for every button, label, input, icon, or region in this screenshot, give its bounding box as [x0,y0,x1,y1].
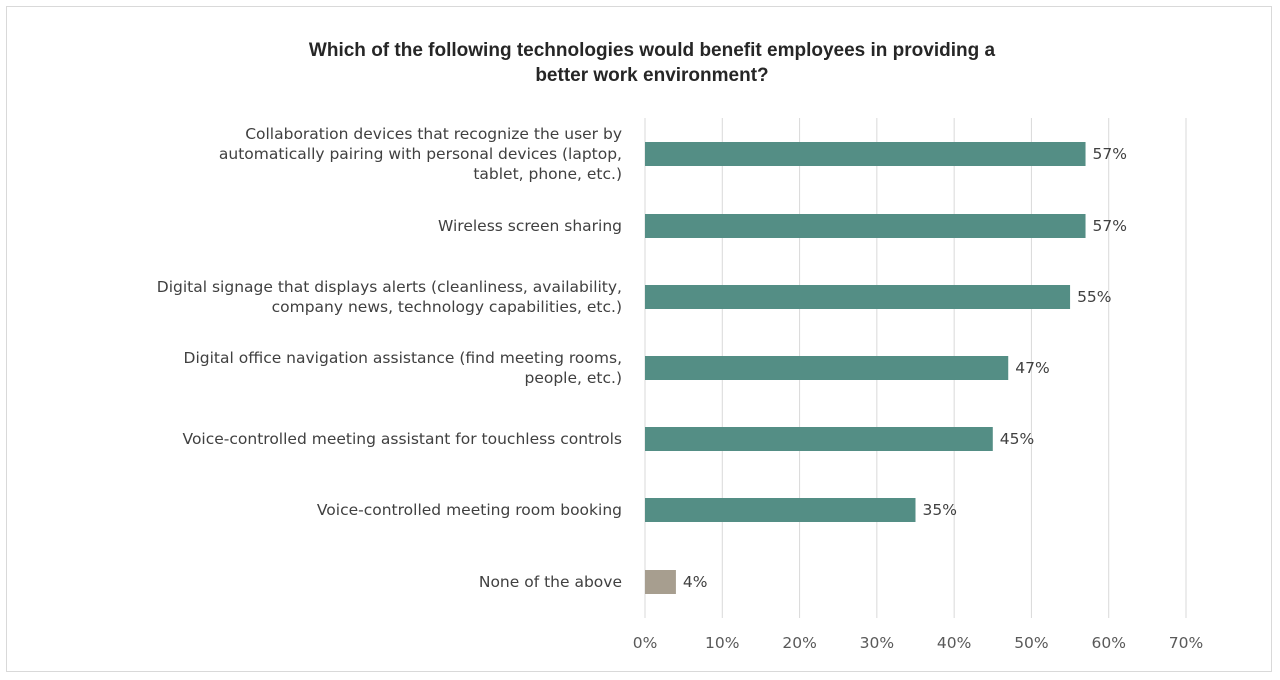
data-labels: 57% 57% 55% 47% 45% 35% 4% [683,145,1127,591]
category-label: Voice-controlled meeting room booking [317,501,622,519]
bar [645,498,916,522]
bar [645,214,1086,238]
chart-title-line-1: Which of the following technologies woul… [308,40,996,61]
x-tick-label: 20% [782,634,816,652]
data-label: 35% [923,501,957,519]
bar [645,285,1071,309]
x-axis-tick-labels: 0% 10% 20% 30% 40% 50% 60% 70% [633,634,1204,652]
x-tick-label: 30% [860,634,894,652]
x-tick-label: 0% [633,634,658,652]
x-tick-label: 60% [1091,634,1125,652]
category-label: Collaboration devices that recognize the… [219,125,622,183]
chart-title: Which of the following technologies woul… [0,38,1280,88]
data-label: 4% [683,573,708,591]
category-label: Digital office navigation assistance (fi… [184,349,622,387]
bar [645,356,1009,380]
data-label: 45% [1000,430,1034,448]
bar [645,142,1086,166]
data-label: 57% [1093,145,1127,163]
category-label: Digital signage that displays alerts (cl… [157,278,622,316]
category-label: None of the above [479,573,622,591]
x-tick-label: 50% [1014,634,1048,652]
x-tick-label: 10% [705,634,739,652]
bar [645,570,676,594]
data-label: 47% [1015,359,1049,377]
category-labels: Collaboration devices that recognize the… [157,125,622,591]
category-label: Voice-controlled meeting assistant for t… [183,430,622,448]
x-tick-label: 70% [1169,634,1203,652]
x-tick-label: 40% [937,634,971,652]
bars [645,142,1086,594]
data-label: 55% [1077,288,1111,306]
category-label: Wireless screen sharing [438,217,622,235]
chart-title-line-2: better work environment? [535,65,769,86]
data-label: 57% [1093,217,1127,235]
bar [645,427,993,451]
chart-frame [6,6,1272,672]
